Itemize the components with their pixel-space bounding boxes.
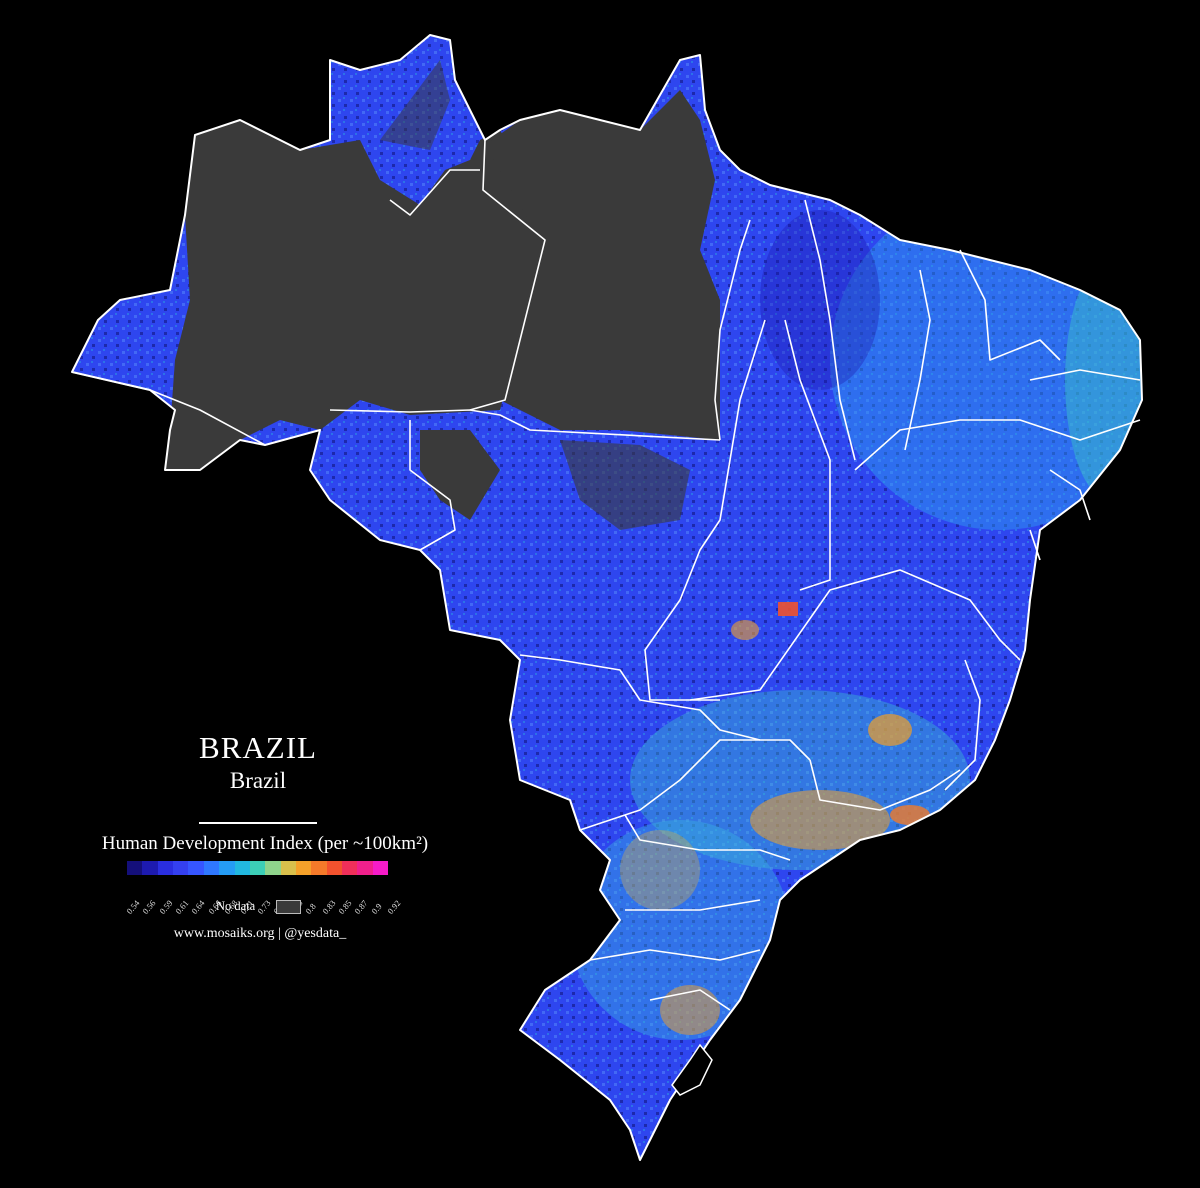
legend-title: Human Development Index (per ~100km²) — [101, 833, 429, 854]
bh-tone — [868, 714, 912, 746]
border-pa-ma — [714, 219, 751, 441]
ramp-swatch — [203, 861, 220, 875]
ramp-swatch — [157, 861, 174, 875]
south-tone — [570, 820, 790, 1040]
parana-tone — [620, 830, 700, 910]
ramp-swatch — [234, 861, 250, 875]
border-mg-es — [944, 659, 981, 791]
ramp-swatch — [342, 861, 358, 875]
brasilia-tone — [778, 602, 798, 616]
border-al-se — [1049, 469, 1091, 521]
ramp-swatch — [265, 861, 281, 875]
credit-text: www.mosaiks.org | @yesdata_ — [173, 926, 347, 941]
border-ac-am — [71, 371, 266, 446]
border-am-ro-mt — [329, 409, 721, 441]
border-rr — [389, 169, 480, 216]
ramp-swatch — [173, 861, 189, 875]
ramp-swatch — [311, 861, 327, 875]
nodata-swatch — [276, 900, 301, 914]
border-rs-internal — [649, 989, 731, 1011]
nodata-para — [485, 90, 720, 440]
border-am-pa — [469, 139, 546, 411]
nodata-mt-center — [560, 440, 690, 530]
border-pe — [854, 419, 1141, 471]
ramp-swatch — [280, 861, 296, 875]
ramp-swatch — [357, 861, 373, 875]
nodata-label: No data — [216, 899, 256, 913]
ramp-swatch — [326, 861, 343, 875]
border-pi-ce — [904, 269, 931, 451]
nodata-roraima — [380, 60, 450, 150]
brazil-outline — [71, 34, 1143, 1161]
border-to — [644, 319, 766, 701]
border-pb — [1029, 369, 1141, 381]
rio-tone — [890, 805, 930, 825]
border-go-ms — [519, 654, 761, 741]
ramp-swatch — [127, 861, 143, 875]
map-subtitle: Brazil — [229, 768, 287, 793]
ramp-swatch — [295, 861, 312, 875]
maranhao-tone — [760, 210, 880, 390]
border-ba-mg — [689, 569, 1021, 701]
border-mg-sp — [809, 759, 961, 811]
border-sc-rs — [589, 949, 761, 961]
ramp-swatch — [372, 861, 389, 875]
border-to-ba — [784, 319, 831, 591]
border-sp-pr — [624, 814, 791, 861]
goiania-tone — [731, 620, 759, 640]
border-ma-pi — [804, 199, 856, 461]
nodata-mt-north — [420, 430, 500, 520]
porto-alegre-tone — [660, 985, 720, 1035]
border-ce-rn — [959, 249, 1061, 361]
sao-paulo-tone — [750, 790, 890, 850]
border-ba-se — [1029, 529, 1041, 561]
legend-tick-labels: 0.540.560.590.610.640.660.680.710.730.76… — [124, 878, 402, 916]
border-pr-sc — [625, 899, 761, 911]
border-ms-sp — [579, 739, 811, 831]
border-ro-mt — [409, 420, 456, 551]
ramp-swatch — [142, 861, 158, 875]
state-borders — [71, 34, 1143, 1161]
lagoa-dos-patos — [671, 1043, 713, 1096]
ramp-swatch — [188, 861, 204, 875]
title-divider — [199, 822, 317, 824]
ramp-swatch — [219, 861, 235, 875]
ramp-swatch — [249, 861, 266, 875]
map-title: BRAZIL — [199, 730, 317, 765]
legend-color-ramp — [127, 861, 389, 875]
nodata-amazonas — [165, 120, 550, 470]
